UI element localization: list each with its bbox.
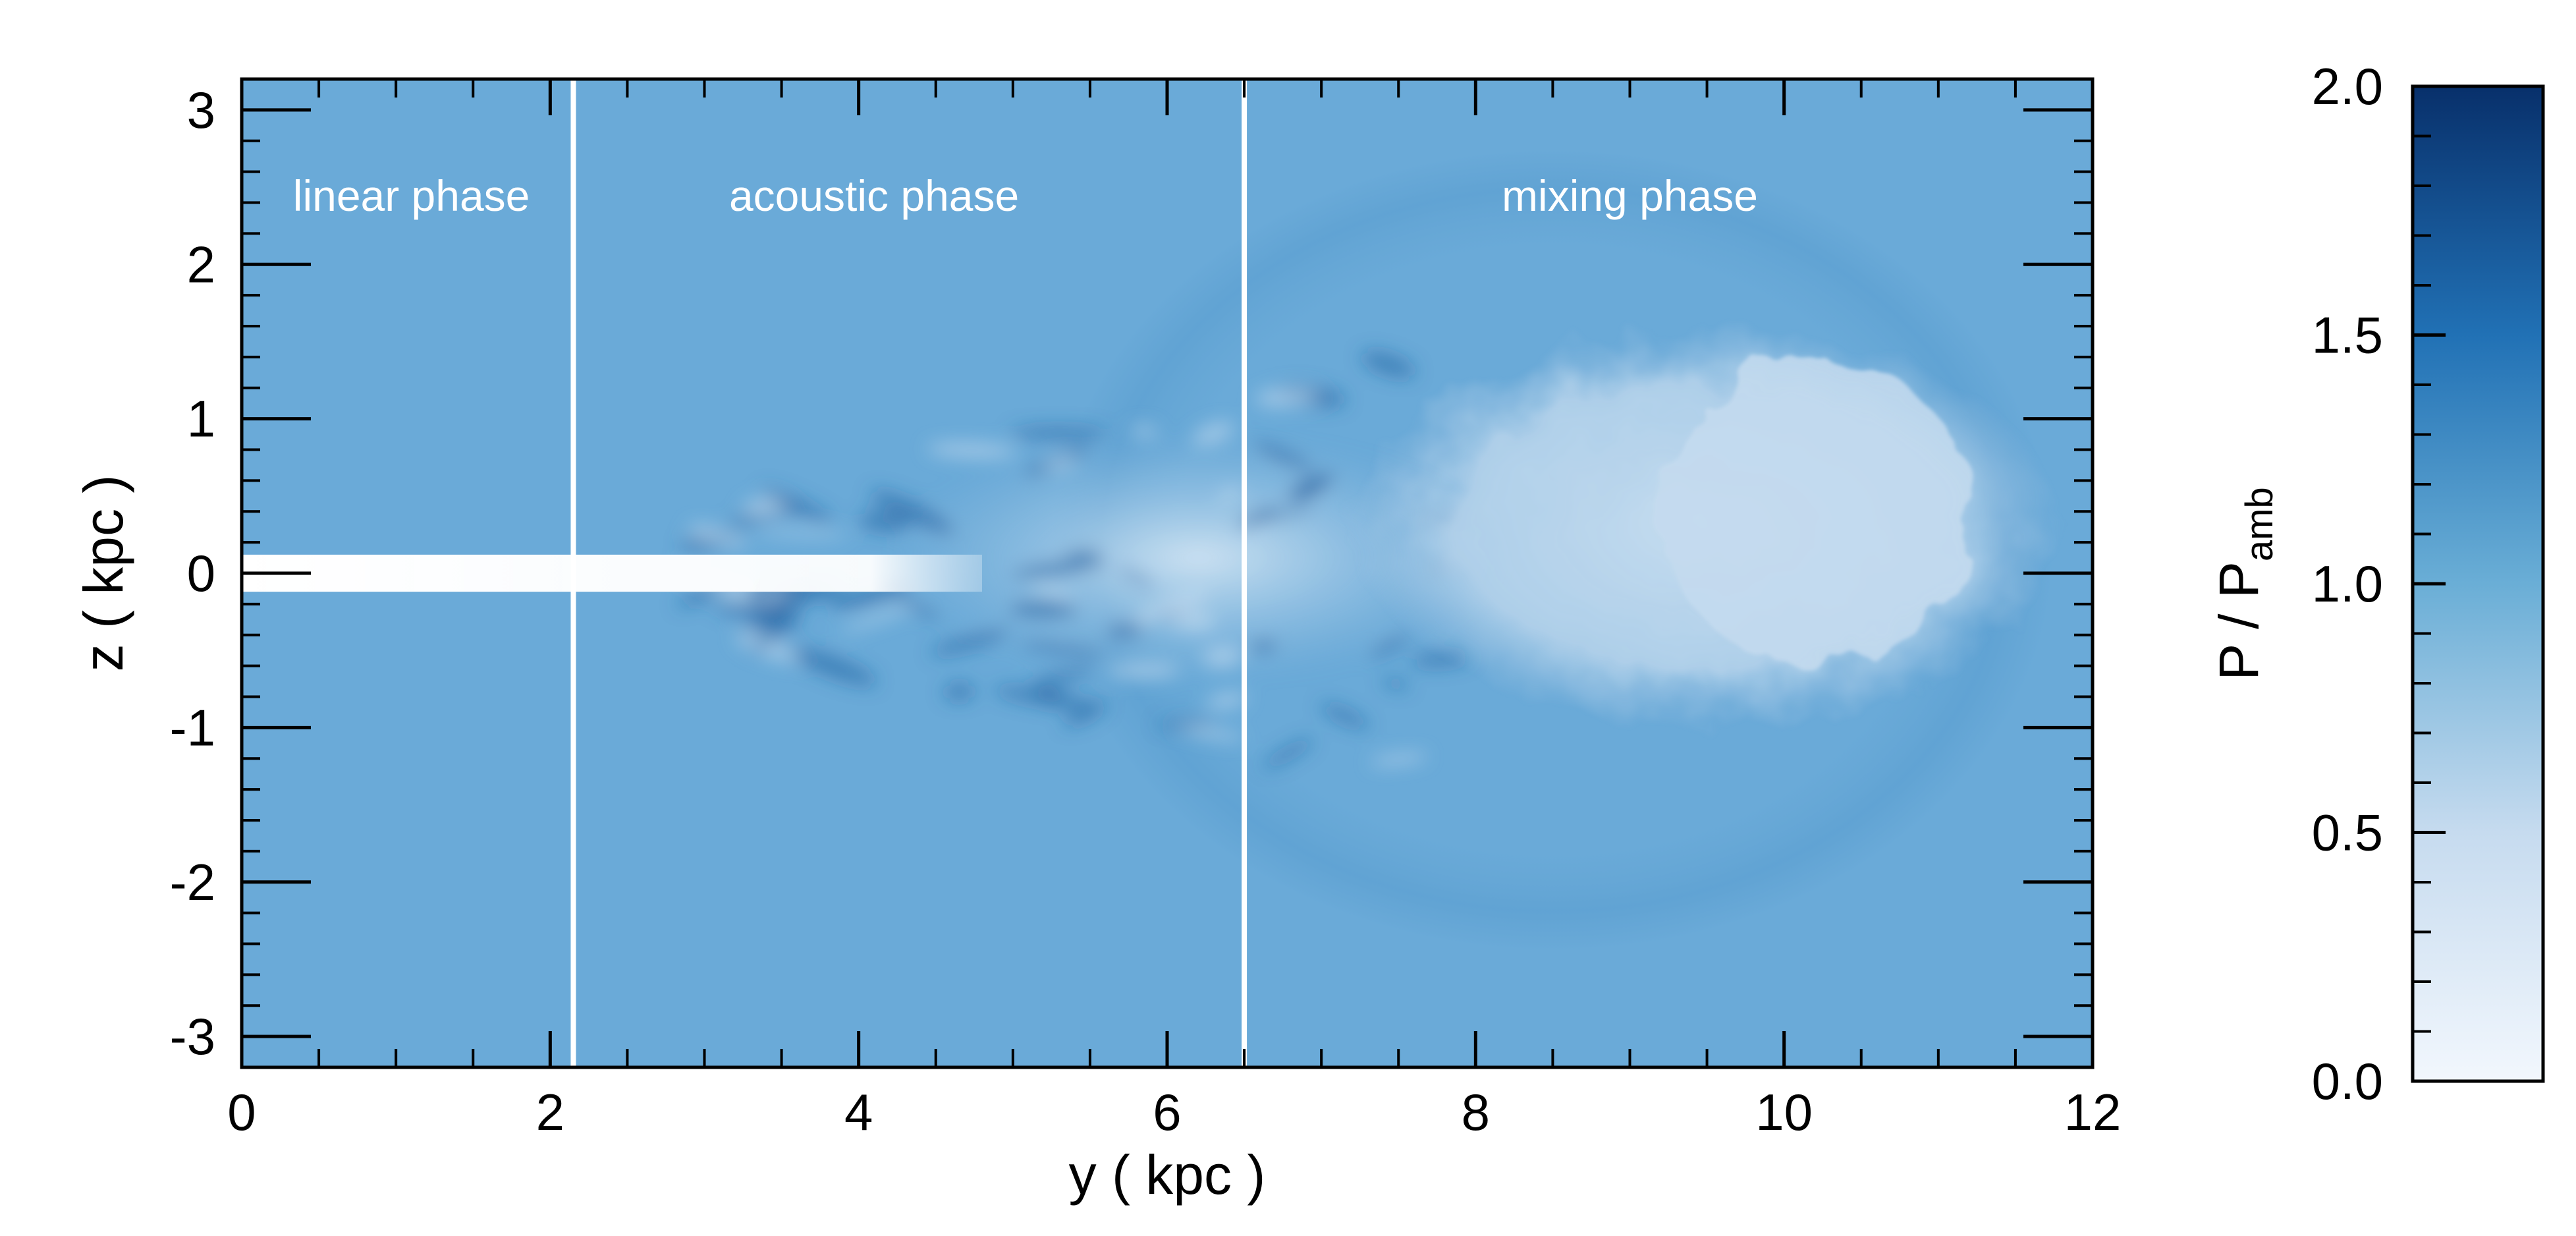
cocoon-core <box>1660 356 1969 666</box>
turbulent-filament <box>1217 486 1243 500</box>
turbulent-filament <box>1156 719 1215 728</box>
turbulent-filament <box>840 600 924 632</box>
turbulent-filament <box>1249 639 1278 653</box>
x-tick-label: 10 <box>1755 1083 1813 1141</box>
y-axis-ticks: -3 -2 -1 0 1 2 3 <box>170 78 2093 1069</box>
turbulent-filament <box>1118 568 1155 588</box>
turbulent-filament <box>1042 456 1077 470</box>
x-axis-ticks: 0 2 4 6 8 10 12 <box>227 79 2121 1141</box>
colorbar-title: P / Pamb <box>2208 487 2281 680</box>
x-tick-label: 0 <box>227 1083 256 1141</box>
turbulent-filament <box>894 595 941 619</box>
turbulent-filament <box>1253 442 1314 471</box>
phase-labels: linear phase acoustic phase mixing phase <box>293 171 1758 220</box>
x-tick-label: 6 <box>1153 1083 1181 1141</box>
colorbar-tick-label: 0.5 <box>2312 804 2383 862</box>
turbulent-filament <box>688 524 747 548</box>
x-tick-label: 4 <box>844 1083 873 1141</box>
turbulent-filament <box>1008 600 1078 619</box>
y-tick-label: 0 <box>187 544 215 602</box>
mixing-wake <box>889 434 1507 682</box>
turbulent-filament <box>929 629 1011 656</box>
turbulent-filament <box>1165 611 1216 631</box>
turbulent-filament <box>757 589 789 604</box>
turbulent-filament <box>1286 480 1326 503</box>
turbulent-filament <box>755 530 850 538</box>
turbulent-filament <box>1263 738 1314 769</box>
phase-label: mixing phase <box>1502 171 1758 220</box>
colorbar-ticks: 0.0 0.5 1.0 1.5 2.0 <box>2312 57 2446 1110</box>
turbulent-filament <box>1369 634 1410 658</box>
turbulent-filament <box>1107 663 1180 679</box>
x-tick-label: 12 <box>2064 1083 2122 1141</box>
turbulent-filament <box>870 490 956 535</box>
turbulent-filament <box>1205 692 1247 709</box>
heatmap-field <box>242 79 2093 1067</box>
turbulent-filament <box>774 595 809 609</box>
turbulent-filament <box>743 498 789 517</box>
x-axis-title: y ( kpc ) <box>1069 1144 1266 1206</box>
turbulent-filament <box>1011 557 1107 579</box>
turbulent-filament <box>1063 702 1108 727</box>
y-tick-label: 1 <box>187 390 215 448</box>
turbulent-filament <box>1361 352 1415 378</box>
turbulent-filament <box>790 648 877 686</box>
y-tick-label: -3 <box>170 1007 215 1065</box>
turbulent-filament <box>1192 422 1235 445</box>
y-tick-label: -2 <box>170 853 215 911</box>
y-axis-title: z ( kpc ) <box>72 475 134 672</box>
y-tick-label: 2 <box>187 235 215 293</box>
turbulent-filament <box>1130 425 1159 437</box>
turbulent-filament <box>1255 387 1317 407</box>
turbulent-filament <box>926 442 1018 458</box>
y-tick-label: 3 <box>187 81 215 139</box>
colorbar: 0.0 0.5 1.0 1.5 2.0 P / Pamb <box>2208 57 2545 1110</box>
phase-label: acoustic phase <box>729 171 1019 220</box>
y-tick-label: -1 <box>170 698 215 756</box>
turbulent-filament <box>715 602 781 616</box>
turbulent-filament <box>1381 678 1410 689</box>
phase-label: linear phase <box>293 171 530 220</box>
turbulent-filament <box>1064 549 1101 559</box>
turbulent-filament <box>745 588 800 620</box>
turbulent-filament <box>1010 426 1107 439</box>
turbulent-filament <box>1320 704 1370 729</box>
turbulent-filament <box>735 632 800 662</box>
turbulent-filament <box>943 683 975 700</box>
x-tick-label: 2 <box>536 1083 564 1141</box>
turbulent-filament <box>858 512 910 532</box>
colorbar-title-subscript: amb <box>2238 487 2281 561</box>
jet-stream <box>242 554 982 592</box>
colorbar-tick-label: 1.0 <box>2312 555 2383 613</box>
turbulent-filament <box>1129 590 1210 626</box>
colorbar-tick-label: 0.0 <box>2312 1052 2383 1110</box>
colorbar-tick-label: 2.0 <box>2312 57 2383 115</box>
x-tick-label: 8 <box>1462 1083 1490 1141</box>
turbulent-filament <box>1030 667 1093 687</box>
turbulent-filament <box>761 488 833 523</box>
turbulent-filament <box>1369 753 1428 766</box>
turbulent-filament <box>1202 647 1243 667</box>
turbulent-filament <box>1029 583 1075 599</box>
colorbar-tick-label: 1.5 <box>2312 306 2383 364</box>
turbulent-filament <box>1179 725 1244 741</box>
turbulent-filament <box>1019 641 1107 656</box>
turbulent-filament <box>993 687 1095 709</box>
turbulent-filament <box>750 629 787 652</box>
